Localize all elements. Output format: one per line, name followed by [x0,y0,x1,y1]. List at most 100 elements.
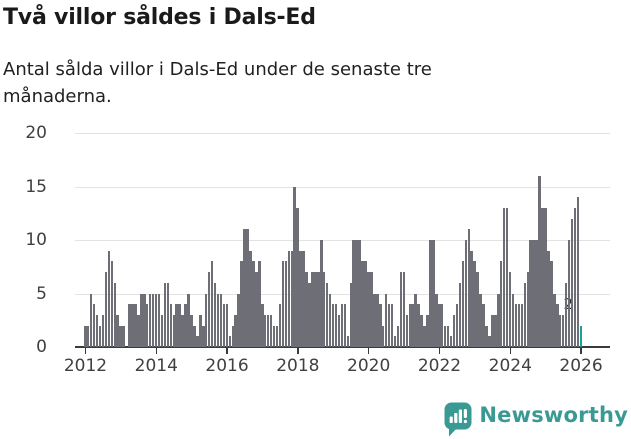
bar [243,229,246,347]
x-axis-tick [438,348,441,354]
x-axis-tick [226,348,228,354]
bar [532,240,535,347]
bar [435,293,438,347]
bar [502,207,506,347]
bar [266,314,270,347]
bar [494,314,497,347]
bar [399,272,403,347]
bar [222,304,226,347]
bar [499,261,503,347]
bar [178,304,181,347]
bar [325,282,329,347]
bar [346,336,350,347]
bar [119,325,122,347]
x-axis-label: 2018 [276,356,320,376]
bar [231,325,234,347]
x-axis-tick [509,348,512,354]
bar [429,240,432,347]
bar [207,272,211,347]
bar [255,272,258,347]
bar [455,304,459,347]
bar [373,293,376,347]
bar [258,261,261,347]
bar [252,261,255,347]
bar [240,261,243,347]
bar [381,325,385,347]
chart-title: Två villor såldes i Dals-Ed [3,5,316,30]
bar [278,304,282,347]
bar [364,261,367,347]
bar [449,336,453,347]
bar [302,250,305,347]
bar [379,304,382,347]
newsworthy-logo-icon [444,402,472,437]
bar [440,304,444,347]
x-axis-tick [297,348,299,354]
bar [175,304,178,347]
bar [148,293,152,347]
bar [558,314,562,347]
bar [576,197,580,347]
bar [110,261,114,347]
bar [523,282,527,347]
bar [261,304,264,347]
bar [384,293,388,347]
bar [408,304,411,347]
bar [213,282,217,347]
bar [328,293,332,347]
bar [570,218,574,347]
bar [387,304,391,347]
bar [340,304,344,347]
bar [485,325,488,347]
bar [470,250,473,347]
bar [290,250,293,347]
bar [358,240,361,347]
bar [547,250,550,347]
bar [320,240,323,347]
bar [567,240,571,347]
gridline [75,186,610,188]
plot-area: 2 [75,133,610,348]
bar [234,314,237,347]
bar [131,304,134,347]
bar [305,272,308,347]
bar [479,293,482,347]
x-axis-label: 2020 [347,356,391,376]
bar [314,272,317,347]
bar [308,282,311,347]
bar [322,272,326,347]
bar [275,325,279,347]
bar [151,293,155,347]
bar [411,304,414,347]
bar [414,293,417,347]
bar [113,282,116,347]
bar [491,314,494,347]
bar [86,325,90,347]
x-axis-tick [580,348,582,354]
bar [402,272,406,347]
bar [467,229,470,347]
x-axis-label: 2014 [134,356,178,376]
y-axis-label: 15 [25,176,47,197]
newsworthy-logo[interactable]: Newsworthy [444,400,628,437]
bar [438,304,441,347]
bar [202,325,205,347]
bar [193,325,196,347]
bar [134,304,137,347]
chart-subtitle: Antal sålda villor i Dals-Ed under de se… [3,59,432,107]
bar [228,336,232,347]
bar [187,293,190,347]
bar [420,314,423,347]
bar [311,272,314,347]
bar [246,229,249,347]
bar [122,325,125,347]
bar [269,314,273,347]
bar [464,240,468,347]
bar [299,250,302,347]
bar [281,261,285,347]
bar [517,304,521,347]
bar [210,261,214,347]
bar [370,272,373,347]
bar [432,240,435,347]
bar [154,293,158,347]
